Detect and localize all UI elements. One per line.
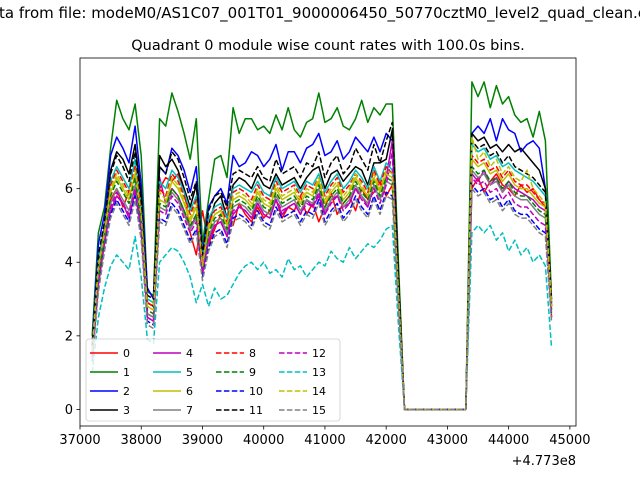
legend-label-3: 3 <box>123 404 130 417</box>
x-tick-label: 43000 <box>427 433 468 448</box>
series-line-15 <box>91 187 553 411</box>
series-line-12 <box>91 151 553 411</box>
legend-label-11: 11 <box>249 404 263 417</box>
legend-label-2: 2 <box>123 385 130 398</box>
series-line-13 <box>91 224 553 411</box>
legend-label-7: 7 <box>186 404 193 417</box>
x-tick-label: 40000 <box>243 433 284 448</box>
series-line-1 <box>91 81 553 411</box>
series-line-10 <box>91 184 553 411</box>
legend-frame <box>85 338 341 422</box>
x-axis-offset-label: +4.773e8 <box>512 454 576 469</box>
y-tick-label: 8 <box>65 109 73 124</box>
legend-label-5: 5 <box>186 366 193 379</box>
x-tick-label: 41000 <box>304 433 345 448</box>
legend-label-6: 6 <box>186 385 193 398</box>
y-tick-label: 4 <box>65 256 73 271</box>
chart-title: Quadrant 0 module wise count rates with … <box>131 38 525 54</box>
y-tick-label: 2 <box>65 329 73 344</box>
legend-label-9: 9 <box>249 366 256 379</box>
series-line-7 <box>91 169 553 411</box>
legend-label-0: 0 <box>123 347 130 360</box>
series-lines <box>91 81 553 411</box>
legend-label-1: 1 <box>123 366 130 379</box>
legend-label-8: 8 <box>249 347 256 360</box>
x-tick-label: 44000 <box>488 433 529 448</box>
legend-label-10: 10 <box>249 385 263 398</box>
y-tick-label: 0 <box>65 403 73 418</box>
x-tick-label: 42000 <box>365 433 406 448</box>
series-line-9 <box>91 165 553 411</box>
x-tick-label: 39000 <box>182 433 223 448</box>
legend-label-12: 12 <box>312 347 326 360</box>
series-line-11 <box>91 121 553 411</box>
axes-frame <box>79 57 577 427</box>
x-tick-label: 37000 <box>59 433 100 448</box>
legend-label-4: 4 <box>186 347 193 360</box>
legend-label-13: 13 <box>312 366 326 379</box>
series-line-2 <box>91 117 553 411</box>
x-tick-label: 38000 <box>121 433 162 448</box>
legend-label-14: 14 <box>312 385 326 398</box>
y-tick-label: 6 <box>65 182 73 197</box>
legend-label-15: 15 <box>312 404 326 417</box>
figure-suptitle: Data from file: modeM0/AS1C07_001T01_900… <box>0 4 640 23</box>
x-tick-label: 45000 <box>549 433 590 448</box>
series-line-14 <box>91 136 553 411</box>
plot-area: 37000 38000 39000 40000 41000 42000 43000 44000… <box>59 57 591 448</box>
series-line-6 <box>91 158 553 411</box>
